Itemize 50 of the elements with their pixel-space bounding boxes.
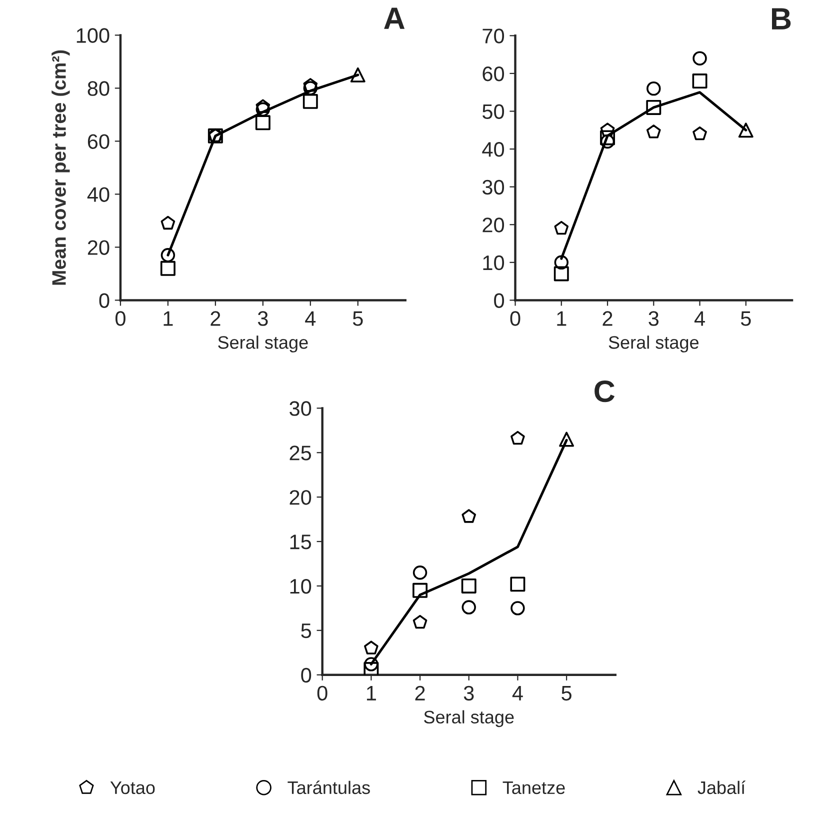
- x-tick-label: 3: [258, 311, 268, 326]
- x-tick-label: 1: [164, 311, 173, 326]
- chart-title: B: [772, 8, 791, 30]
- y-tick-label: 25: [290, 446, 312, 460]
- y-tick-label: 20: [88, 240, 110, 255]
- x-tick-label: 4: [512, 686, 523, 700]
- x-tick-label: 1: [557, 311, 566, 326]
- x-tick-label: 5: [562, 686, 572, 701]
- y-tick-label: 5: [301, 624, 312, 638]
- chart-title: C: [594, 380, 615, 402]
- y-tick-label: 20: [290, 490, 312, 505]
- x-tick-label: 5: [740, 311, 751, 326]
- y-tick-label: 20: [482, 218, 504, 232]
- x-axis-title: Seral stage: [218, 336, 308, 352]
- chart-title: A: [384, 8, 405, 29]
- y-tick-label: 30: [482, 180, 504, 195]
- y-tick-label: 40: [482, 142, 504, 157]
- x-tick-label: 3: [648, 311, 659, 326]
- y-tick-label: 60: [482, 66, 504, 82]
- x-tick-label: 2: [210, 311, 220, 326]
- x-axis-title: Seral stage: [608, 336, 699, 352]
- y-axis-title: Mean cover per tree (cm²): [52, 50, 70, 285]
- legend-label: Tarántulas: [288, 780, 370, 794]
- y-tick-label: 0: [494, 293, 504, 308]
- x-tick-label: 0: [115, 311, 126, 326]
- x-axis-title: Seral stage: [424, 710, 514, 728]
- y-tick-label: 60: [88, 134, 110, 149]
- x-tick-label: 0: [510, 311, 520, 326]
- x-tick-label: 4: [694, 311, 705, 326]
- legend-label: Yotao: [110, 781, 155, 794]
- y-tick-label: 100: [76, 28, 110, 43]
- x-tick-label: 5: [352, 311, 363, 326]
- x-tick-label: 3: [464, 686, 474, 701]
- legend-label: Jabalí: [698, 780, 746, 794]
- y-tick-label: 15: [290, 534, 312, 550]
- y-tick-label: 80: [88, 81, 110, 96]
- y-tick-label: 10: [483, 255, 504, 270]
- x-tick-label: 0: [317, 686, 328, 701]
- y-tick-label: 70: [482, 28, 504, 44]
- y-tick-label: 30: [290, 401, 312, 416]
- x-tick-label: 2: [415, 686, 425, 700]
- legend-label: Tanetze: [502, 781, 565, 794]
- y-tick-label: 50: [482, 104, 504, 119]
- x-tick-label: 2: [602, 311, 612, 326]
- x-tick-label: 4: [305, 311, 316, 326]
- y-tick-label: 40: [87, 187, 110, 202]
- x-tick-label: 1: [366, 686, 376, 700]
- y-tick-label: 0: [99, 293, 110, 308]
- y-tick-label: 10: [290, 578, 312, 594]
- y-tick-label: 0: [301, 668, 312, 683]
